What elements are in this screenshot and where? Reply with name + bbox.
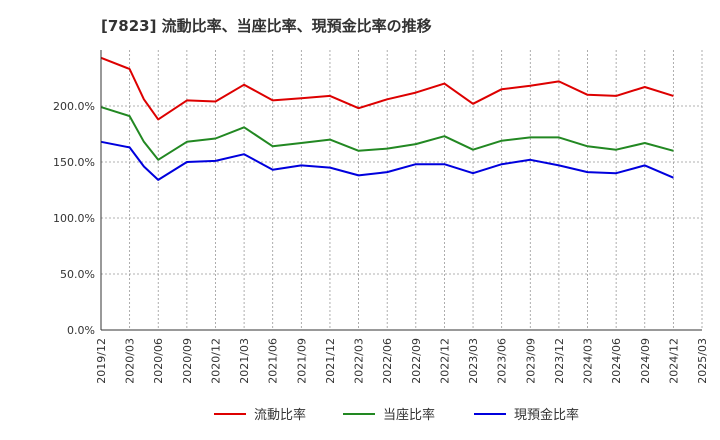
x-tick-label: 2020/09 — [181, 338, 194, 384]
x-tick-label: 2021/12 — [324, 338, 337, 384]
x-tick-label: 2023/03 — [467, 338, 480, 384]
y-tick-label: 50.0% — [60, 268, 95, 281]
x-tick-label: 2019/12 — [95, 338, 108, 384]
y-tick-label: 0.0% — [67, 324, 95, 337]
x-tick-label: 2025/03 — [696, 338, 709, 384]
x-tick-label: 2023/09 — [524, 338, 537, 384]
x-tick-label: 2020/12 — [209, 338, 222, 384]
x-tick-label: 2020/03 — [124, 338, 137, 384]
x-tick-label: 2024/03 — [582, 338, 595, 384]
legend-label: 流動比率 — [254, 407, 306, 423]
legend: 流動比率 当座比率 現預金比率 — [214, 407, 579, 423]
y-tick-label: 200.0% — [53, 100, 95, 113]
x-tick-label: 2024/06 — [610, 338, 623, 384]
series-line — [100, 140, 674, 181]
legend-label: 当座比率 — [383, 407, 435, 423]
series-line — [100, 56, 674, 121]
x-tick-label: 2022/03 — [353, 338, 366, 384]
series-line — [100, 106, 674, 161]
series-group — [100, 56, 674, 181]
chart-title: [7823] 流動比率、当座比率、現預金比率の推移 — [101, 17, 432, 35]
axes: 0.0% 50.0% 100.0% 150.0% 200.0% 2019/12 2020/0… — [53, 50, 709, 384]
legend-label: 現預金比率 — [514, 407, 579, 423]
x-tick-label: 2021/06 — [267, 338, 280, 384]
x-tick-label: 2024/12 — [667, 338, 680, 384]
y-tick-label: 100.0% — [53, 212, 95, 225]
y-tick-label: 150.0% — [53, 156, 95, 169]
x-tick-label: 2024/09 — [639, 338, 652, 384]
x-tick-label: 2022/12 — [438, 338, 451, 384]
x-tick-label: 2022/09 — [410, 338, 423, 384]
x-tick-label: 2022/06 — [381, 338, 394, 384]
x-tick-label: 2021/03 — [238, 338, 251, 384]
x-tick-label: 2021/09 — [295, 338, 308, 384]
x-tick-label: 2023/12 — [553, 338, 566, 384]
grid — [101, 50, 703, 330]
x-tick-label: 2020/06 — [152, 338, 165, 384]
x-tick-label: 2023/06 — [496, 338, 509, 384]
